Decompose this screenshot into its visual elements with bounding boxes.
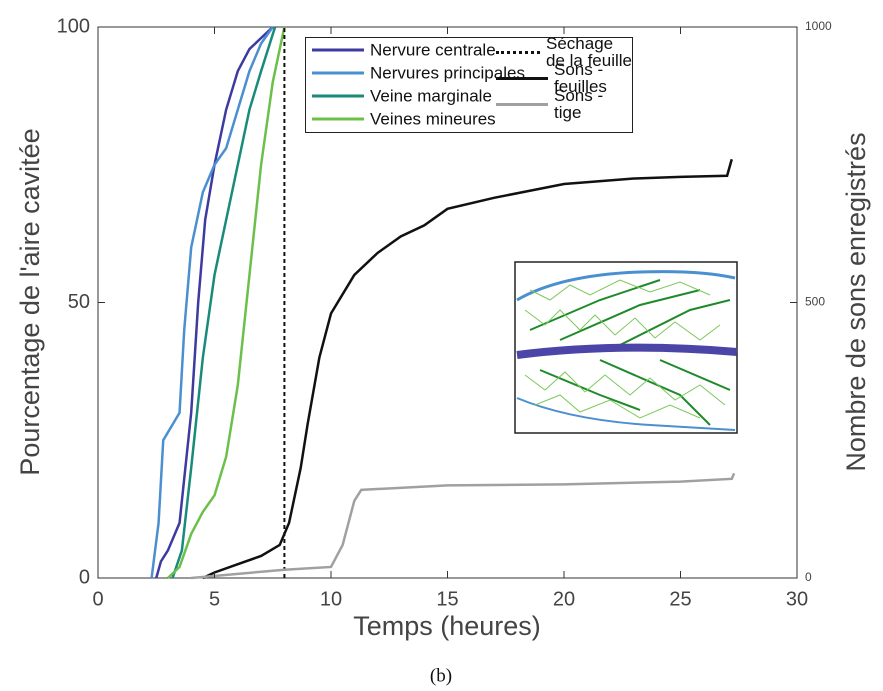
legend-swatch bbox=[496, 76, 548, 80]
series-line bbox=[155, 26, 274, 579]
caption: (b) bbox=[430, 665, 452, 686]
y-tick-label: 0 bbox=[79, 566, 90, 588]
legend-item: Veines mineures bbox=[312, 111, 496, 128]
legend-item: Sons - feuilles bbox=[496, 61, 632, 95]
x-tick-label: 25 bbox=[669, 588, 691, 610]
x-tick-label: 30 bbox=[786, 588, 808, 610]
y-tick-label: 50 bbox=[68, 291, 90, 313]
y2-tick-label: 500 bbox=[805, 295, 825, 309]
legend-swatch bbox=[496, 50, 540, 54]
x-axis-label: Temps (heures) bbox=[353, 611, 541, 641]
legend-swatch bbox=[312, 117, 364, 121]
x-tick-label: 5 bbox=[209, 588, 220, 610]
legend-label: Nervures principales bbox=[370, 63, 525, 83]
y2-axis-label: Nombre de sons enregistrés bbox=[841, 132, 871, 471]
legend-item: Nervures principales bbox=[312, 65, 525, 82]
x-tick-label: 20 bbox=[553, 588, 575, 610]
x-tick-label: 10 bbox=[320, 588, 342, 610]
series-line bbox=[171, 26, 277, 579]
legend: Nervure centrale Nervures principales Vein… bbox=[305, 35, 633, 133]
y-tick-label: 100 bbox=[57, 15, 90, 37]
series-line bbox=[202, 158, 733, 580]
series-line bbox=[167, 26, 286, 579]
legend-label: Sons - tige bbox=[554, 86, 604, 122]
series-line bbox=[191, 472, 736, 580]
series-line bbox=[150, 26, 274, 579]
inset-leaf bbox=[514, 261, 738, 434]
legend-label: Nervure centrale bbox=[370, 40, 496, 60]
x-tick-label: 0 bbox=[92, 588, 103, 610]
legend-label: Séchage de la feuille bbox=[546, 34, 633, 70]
legend-label: Veines mineures bbox=[370, 109, 496, 129]
legend-item: Sons - tige bbox=[496, 87, 632, 121]
y2-tick-label: 0 bbox=[805, 570, 812, 584]
legend-swatch bbox=[496, 102, 548, 106]
legend-swatch bbox=[312, 48, 364, 52]
y2-tick-label: 1000 bbox=[805, 19, 832, 33]
legend-label: Sons - feuilles bbox=[554, 60, 607, 96]
legend-label: Veine marginale bbox=[370, 86, 492, 106]
legend-swatch bbox=[312, 71, 364, 75]
x-tick-label: 15 bbox=[436, 588, 458, 610]
legend-swatch bbox=[312, 94, 364, 98]
y-axis-label: Pourcentage de l'aire cavitée bbox=[15, 128, 45, 475]
legend-item: Nervure centrale bbox=[312, 42, 496, 59]
legend-item: Séchage de la feuille bbox=[496, 35, 632, 69]
legend-item: Veine marginale bbox=[312, 88, 492, 105]
